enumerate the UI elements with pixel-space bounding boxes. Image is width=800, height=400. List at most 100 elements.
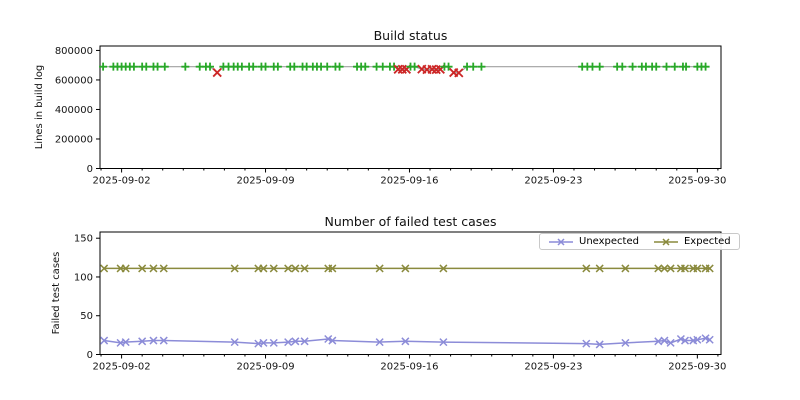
- series-marker-expected: [693, 264, 702, 273]
- build-ok-marker: [682, 62, 691, 71]
- series-marker-expected: [375, 264, 384, 273]
- series-marker-expected: [582, 264, 591, 273]
- y-tick-label: 100: [74, 272, 93, 283]
- x-tick-label: 2025-09-16: [380, 362, 438, 373]
- series-marker-expected: [159, 264, 168, 273]
- build-ok-marker: [181, 62, 190, 71]
- series-marker-unexpected: [284, 338, 293, 347]
- series-marker-expected: [680, 264, 690, 273]
- series-marker-expected: [654, 264, 663, 273]
- y-tick-label: 200000: [55, 134, 93, 145]
- legend-entry-unexpected: Unexpected: [548, 236, 639, 247]
- x-tick-label: 2025-09-30: [668, 362, 726, 373]
- build-ok-marker: [662, 62, 671, 71]
- x-tick-label: 2025-09-09: [236, 176, 294, 187]
- build-ok-marker: [335, 62, 344, 71]
- x-tick-label: 2025-09-23: [524, 362, 582, 373]
- failed-tests-ylabel: Failed test cases: [51, 251, 62, 335]
- x-tick-label: 2025-09-23: [524, 176, 582, 187]
- legend-entry-expected: Expected: [653, 236, 731, 247]
- series-marker-unexpected: [291, 337, 300, 346]
- series-marker-expected: [138, 264, 147, 273]
- build-ok-marker: [99, 62, 108, 71]
- series-marker-unexpected: [621, 338, 630, 347]
- series-marker-expected: [291, 264, 300, 273]
- series-marker-unexpected: [693, 335, 702, 344]
- y-tick-label: 0: [87, 350, 93, 361]
- build-ok-marker: [378, 62, 387, 71]
- series-marker-unexpected: [159, 336, 168, 345]
- series-marker-unexpected: [269, 338, 278, 347]
- build-ok-marker: [652, 62, 661, 71]
- series-marker-expected: [328, 264, 337, 273]
- build-ok-marker: [160, 62, 169, 71]
- build-ok-marker: [142, 62, 151, 71]
- y-tick-label: 150: [74, 234, 93, 245]
- build-ok-marker: [261, 62, 270, 71]
- expected-line-sample-icon: [653, 237, 678, 246]
- build-ok-marker: [129, 62, 138, 71]
- y-tick-label: 600000: [55, 75, 93, 86]
- x-tick-label: 2025-09-16: [380, 176, 438, 187]
- y-tick-label: 400000: [55, 105, 93, 116]
- series-marker-unexpected: [375, 338, 384, 347]
- series-marker-expected: [149, 264, 158, 273]
- x-tick-label: 2025-09-02: [93, 176, 151, 187]
- build-ok-marker: [361, 62, 370, 71]
- legend: Unexpected Expected: [539, 233, 740, 250]
- build-ok-marker: [477, 62, 486, 71]
- y-tick-label: 50: [80, 311, 93, 322]
- series-marker-unexpected: [666, 338, 675, 347]
- series-marker-unexpected: [705, 335, 714, 344]
- series-marker-unexpected: [401, 337, 410, 346]
- build-status-axes-box: [99, 45, 722, 169]
- series-marker-unexpected: [149, 336, 158, 345]
- series-marker-unexpected: [259, 338, 268, 347]
- series-marker-unexpected: [582, 339, 591, 348]
- build-ok-marker: [237, 62, 246, 71]
- series-marker-expected: [705, 264, 714, 273]
- build-ok-marker: [290, 62, 299, 71]
- series-marker-unexpected: [121, 338, 130, 347]
- build-ok-marker: [273, 62, 282, 71]
- series-marker-unexpected: [680, 336, 690, 345]
- build-ok-marker: [701, 62, 710, 71]
- series-marker-unexpected: [328, 336, 337, 345]
- series-marker-expected: [284, 264, 293, 273]
- series-marker-expected: [269, 264, 278, 273]
- build-fail-marker: [212, 67, 222, 78]
- failed-tests-axes-box: [99, 231, 722, 355]
- series-marker-expected: [230, 264, 239, 273]
- x-tick-label: 2025-09-30: [668, 176, 726, 187]
- build-ok-marker: [588, 62, 597, 71]
- build-ok-marker: [206, 62, 215, 71]
- build-ok-marker: [249, 62, 258, 71]
- build-ok-marker: [595, 62, 604, 71]
- failed-tests-title: Number of failed test cases: [324, 214, 497, 229]
- series-marker-expected: [439, 264, 448, 273]
- failed-tests-plot: 2025-09-02 2025-09-09 2025-09-16 2025-09-23…: [74, 231, 726, 373]
- series-marker-unexpected: [100, 336, 109, 345]
- legend-label-unexpected: Unexpected: [579, 236, 639, 247]
- series-marker-expected: [401, 264, 410, 273]
- series-marker-expected: [621, 264, 630, 273]
- series-marker-expected: [300, 264, 309, 273]
- series-marker-unexpected: [439, 338, 448, 347]
- y-tick-label: 800000: [55, 46, 93, 57]
- legend-label-expected: Expected: [683, 236, 731, 247]
- build-ok-marker: [469, 62, 478, 71]
- build-ok-marker: [444, 62, 453, 71]
- series-marker-unexpected: [230, 338, 239, 347]
- build-ok-marker: [618, 62, 627, 71]
- series-marker-unexpected: [660, 336, 669, 345]
- y-tick-label: 0: [87, 164, 93, 175]
- build-status-ylabel: Lines in build log: [34, 64, 45, 150]
- series-marker-unexpected: [595, 340, 604, 349]
- x-tick-label: 2025-09-02: [93, 362, 151, 373]
- series-marker-expected: [259, 264, 268, 273]
- build-ok-marker: [670, 62, 679, 71]
- build-ok-marker: [410, 62, 419, 71]
- series-marker-expected: [100, 264, 109, 273]
- series-marker-unexpected: [138, 337, 147, 346]
